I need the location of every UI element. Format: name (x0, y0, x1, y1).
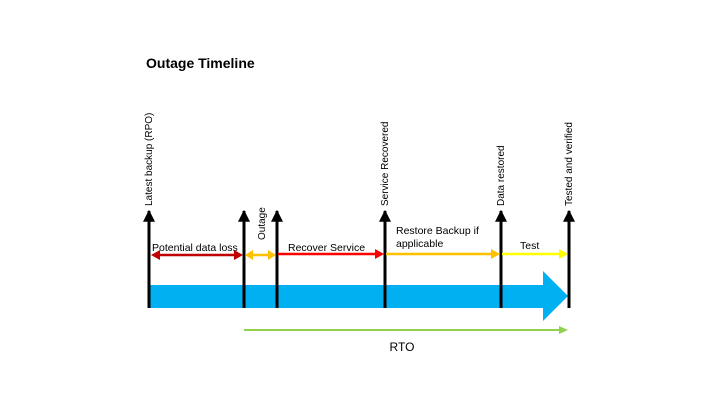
phase-label-test: Test (520, 240, 539, 252)
phase-arrow-potential-data-loss (151, 250, 243, 260)
milestone-label-service-recovered: Service Recovered (380, 122, 391, 206)
rto-arrow-head (559, 326, 568, 334)
timeline-arrow (148, 271, 568, 321)
phase-label-restore-backup-line1: Restore Backup if (396, 225, 479, 237)
phase-label-potential-data-loss: Potential data loss (152, 242, 238, 254)
milestone-label-tested-verified: Tested and verified (564, 122, 575, 206)
phase-arrow-recover-service (278, 249, 384, 259)
milestone-label-data-restored: Data restored (496, 145, 507, 206)
phase-label-restore-backup-line2: applicable (396, 238, 443, 250)
milestone-label-outage: Outage (257, 207, 268, 240)
diagram-title: Outage Timeline (146, 55, 255, 71)
phase-arrow-outage (245, 250, 276, 260)
milestone-label-latest-backup: Latest backup (RPO) (144, 113, 155, 206)
rto-label: RTO (390, 340, 415, 354)
phase-label-recover-service: Recover Service (288, 242, 365, 254)
phase-label-restore-backup: Restore Backup if applicable (396, 225, 482, 250)
phase-arrow-restore-backup (386, 249, 500, 259)
phase-arrow-test (502, 249, 568, 259)
